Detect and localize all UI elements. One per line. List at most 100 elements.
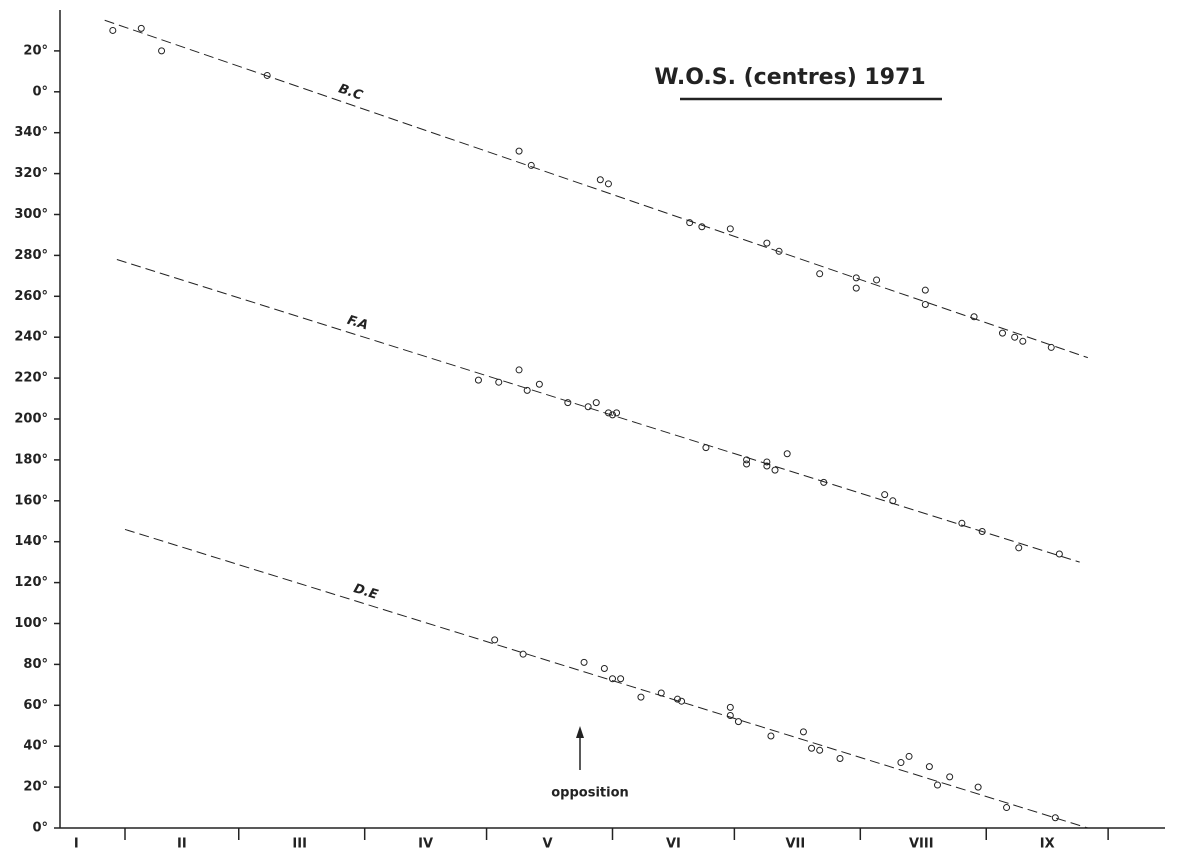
data-point <box>775 247 783 255</box>
x-tick-label: VII <box>785 837 805 852</box>
y-tick-label: 160° <box>14 493 48 508</box>
data-point <box>657 689 665 697</box>
data-point <box>491 636 499 644</box>
data-point <box>158 47 166 55</box>
data-point <box>1051 814 1059 822</box>
data-point <box>743 456 751 464</box>
data-point <box>109 26 117 34</box>
y-tick-label: 40° <box>23 739 48 754</box>
data-point <box>580 658 588 666</box>
data-point <box>763 239 771 247</box>
data-point <box>799 728 807 736</box>
data-point <box>974 783 982 791</box>
data-point <box>881 491 889 499</box>
x-tick-label: IV <box>418 837 433 852</box>
x-tick-label: V <box>542 837 552 852</box>
data-point <box>637 693 645 701</box>
data-point <box>617 675 625 683</box>
data-point <box>523 386 531 394</box>
annotation: opposition <box>551 786 629 801</box>
data-point <box>921 286 929 294</box>
series-label: B.C <box>336 82 364 104</box>
data-point <box>702 444 710 452</box>
y-tick-label: 200° <box>14 412 48 427</box>
data-point <box>604 409 612 417</box>
x-tick-label: II <box>177 837 187 852</box>
data-point <box>609 675 616 683</box>
data-point <box>726 703 734 711</box>
data-point <box>946 773 954 781</box>
data-point <box>816 270 824 278</box>
y-tick-label: 320° <box>14 166 48 181</box>
y-tick-label: 20° <box>23 43 48 58</box>
y-tick-label: 340° <box>14 125 48 140</box>
data-point <box>674 695 681 703</box>
data-point <box>263 71 271 79</box>
data-point <box>763 458 771 466</box>
fit-line <box>124 528 1088 829</box>
y-tick-label: 120° <box>14 575 48 590</box>
data-point <box>767 732 775 740</box>
data-point <box>519 650 527 658</box>
data-point <box>999 329 1006 337</box>
data-point <box>816 746 824 754</box>
data-point <box>1003 804 1011 812</box>
data-point <box>958 519 966 527</box>
x-tick-label: VI <box>666 837 681 852</box>
y-tick-label: 220° <box>14 371 48 386</box>
chart-title: W.O.S. (centres) 1971 <box>654 65 925 90</box>
x-tick-label: VIII <box>909 837 934 852</box>
y-tick-label: 20° <box>23 780 48 795</box>
fit-line <box>104 19 1088 359</box>
data-point <box>771 466 779 474</box>
data-point <box>921 300 929 308</box>
data-point <box>698 223 706 231</box>
y-tick-label: 100° <box>14 616 48 631</box>
series-label: D.E <box>352 581 380 603</box>
data-point <box>613 409 621 417</box>
y-tick-label: 140° <box>14 534 48 549</box>
data-point <box>1047 343 1055 351</box>
x-tick-label: I <box>74 837 79 852</box>
data-point <box>925 763 933 771</box>
data-point <box>596 176 604 184</box>
data-point <box>678 697 686 705</box>
data-point <box>474 376 482 384</box>
y-tick-label: 280° <box>14 248 48 263</box>
data-point <box>852 284 860 292</box>
data-point <box>495 378 503 386</box>
data-point <box>970 313 978 321</box>
data-point <box>763 462 771 470</box>
data-point <box>783 450 791 458</box>
data-point <box>978 527 986 535</box>
y-tick-label: 80° <box>23 657 48 672</box>
data-point <box>584 403 592 411</box>
x-tick-label: III <box>292 837 307 852</box>
data-point <box>604 180 612 188</box>
data-point <box>515 366 523 374</box>
data-point <box>686 219 694 227</box>
data-point <box>600 664 608 672</box>
y-tick-label: 300° <box>14 207 48 222</box>
y-tick-label: 0° <box>32 84 48 99</box>
data-point <box>535 380 543 388</box>
data-point <box>905 752 913 760</box>
y-tick-label: 0° <box>32 821 48 836</box>
data-point <box>137 24 145 32</box>
data-point <box>1011 333 1019 341</box>
data-point <box>515 147 523 155</box>
data-point <box>808 744 816 752</box>
series-label: F.A <box>345 313 370 334</box>
data-point <box>934 781 941 789</box>
data-point <box>820 478 828 486</box>
data-point <box>873 276 881 284</box>
data-point <box>564 399 572 407</box>
data-point <box>897 759 905 767</box>
annotation-arrowhead <box>576 726 584 738</box>
data-point <box>726 225 734 233</box>
data-point <box>527 161 535 169</box>
data-point <box>726 712 734 720</box>
y-tick-label: 180° <box>14 452 48 467</box>
y-tick-label: 240° <box>14 330 48 345</box>
